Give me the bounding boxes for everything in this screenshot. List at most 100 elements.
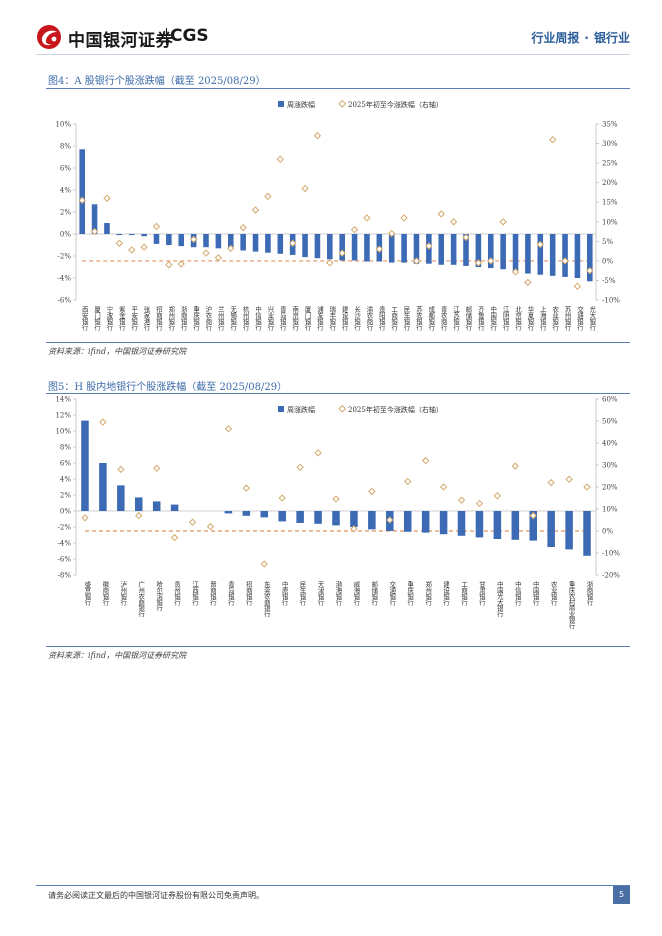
fig5-bar: [81, 420, 89, 511]
page-number: 5: [613, 886, 630, 904]
fig4-bar: [79, 149, 85, 234]
fig5-bar: [421, 511, 430, 533]
fig4-bar: [475, 234, 482, 267]
fig4-marker: [499, 218, 507, 226]
fig4-category-label: 中国银行: [489, 305, 497, 332]
fig4-bar: [166, 234, 172, 245]
fig4-category-label: 瑞丰银行: [328, 305, 336, 332]
fig4-bar: [203, 234, 209, 248]
fig4-marker: [425, 242, 433, 250]
fig4-category-label: 渝农商行: [365, 305, 373, 332]
fig4-category-label: 贵阳银行: [378, 305, 386, 332]
fig4-left-tick-label: 2%: [60, 209, 71, 217]
fig4-marker: [536, 240, 544, 249]
fig5-marker: [368, 487, 376, 496]
fig4-bar: [252, 234, 259, 252]
footer-rule: [36, 885, 630, 886]
fig4-category-label: 青农商行: [440, 305, 448, 332]
fig4-marker: [586, 266, 594, 275]
fig4-marker: [78, 196, 86, 204]
fig4-right-tick-label: 25%: [602, 160, 618, 168]
fig5-right-tick-label: 10%: [602, 506, 618, 514]
fig4-category-label: 苏农银行: [415, 305, 423, 332]
fig4-category-label: 上海银行: [539, 305, 547, 332]
fig4-right-tick-label: -10%: [602, 297, 620, 305]
fig4-legend-label: 周涨跌幅: [287, 100, 315, 109]
figure5-bottom-rule: [46, 646, 630, 647]
fig5-category-label: 甘肃银行: [478, 580, 486, 607]
fig4-marker: [375, 245, 384, 253]
page-header: 中国银河证券 CGS 行业周报 · 银行业: [0, 0, 662, 52]
fig5-marker: [170, 533, 179, 542]
fig5-left-tick-label: -8%: [58, 572, 72, 580]
fig4-bar: [265, 234, 271, 253]
figure4-top-rule: [46, 88, 630, 89]
fig5-marker: [350, 525, 358, 533]
fig4-bar: [178, 234, 185, 247]
fig5-bar: [314, 511, 322, 524]
fig4-marker: [140, 243, 148, 251]
fig4-marker: [214, 254, 223, 262]
fig5-bar: [350, 511, 358, 527]
fig5-left-tick-label: 8%: [60, 444, 71, 452]
fig5-category-label: 中国银行: [532, 580, 540, 607]
fig5-bar: [547, 511, 555, 547]
fig5-bar: [565, 511, 573, 550]
fig4-bar: [128, 234, 135, 236]
fig4-category-label: 农业银行: [551, 305, 559, 332]
fig4-category-label: 无锡银行: [229, 306, 237, 332]
fig5-left-tick-label: 4%: [60, 476, 71, 484]
fig4-left-tick-label: 6%: [60, 165, 71, 173]
fig5-left-tick-label: 6%: [60, 460, 71, 468]
fig5-bar: [368, 511, 376, 530]
fig5-marker: [332, 495, 340, 503]
fig5-bar: [117, 485, 125, 511]
fig4-left-tick-label: 10%: [55, 121, 71, 129]
fig5-left-tick-label: -4%: [58, 540, 72, 548]
figure4-bottom-rule: [46, 342, 630, 343]
figure5-top-rule: [46, 393, 630, 394]
fig5-marker: [188, 518, 197, 526]
fig5-category-label: 农业银行: [550, 580, 558, 607]
figure5-chart: 周涨跌幅 2025年初至今涨跌幅（右轴） -8% -6% -4% -2% 0% 2% 4% 6% 8…: [55, 396, 620, 630]
fig4-bar: [525, 234, 531, 274]
fig5-bar: [583, 511, 591, 556]
fig5-right-tick-label: 40%: [602, 440, 618, 448]
fig4-category-label: 张家港行: [143, 305, 151, 332]
fig4-legend-label: 2025年初至今涨跌幅（右轴）: [348, 100, 443, 109]
fig4-marker: [177, 260, 185, 268]
fig4-marker: [239, 223, 247, 232]
fig5-category-label: 渤海银行: [335, 580, 343, 607]
fig4-category-label: 成都银行: [427, 305, 435, 332]
fig5-legend-bar-swatch: [278, 406, 284, 412]
fig4-marker: [251, 206, 260, 214]
fig4-marker: [437, 210, 445, 218]
fig5-bar: [242, 511, 251, 516]
fig4-bar: [339, 234, 345, 261]
fig5-category-label: 中国光大银行: [496, 580, 504, 619]
fig5-bar: [134, 497, 143, 511]
fig4-bar: [302, 234, 308, 258]
fig4-bar: [141, 234, 147, 237]
fig5-marker: [457, 496, 466, 504]
fig5-marker: [260, 560, 268, 568]
fig5-category-label: 天津银行: [317, 581, 325, 607]
fig5-category-label: 哈尔滨银行: [155, 580, 163, 613]
fig4-bar: [227, 234, 234, 250]
fig5-category-label: 泸州银行: [119, 580, 127, 607]
fig4-category-label: 建设银行: [341, 305, 349, 332]
report-type: 行业周报: [531, 31, 580, 45]
fig5-bar: [439, 511, 448, 535]
fig4-marker: [412, 257, 421, 265]
fig4-category-label: 厦门银行: [93, 306, 101, 332]
fig4-category-label: 江阴银行: [502, 306, 510, 332]
fig4-marker: [524, 278, 532, 287]
fig5-left-tick-label: 10%: [55, 428, 71, 436]
fig4-bar: [104, 223, 110, 234]
fig5-bar: [170, 504, 179, 511]
fig4-marker: [264, 192, 272, 201]
footer-disclaimer: 请务必阅读正文最后的中国银河证券股份有限公司免责声明。: [48, 891, 264, 900]
fig4-bar: [401, 234, 407, 263]
fig4-marker: [350, 225, 359, 234]
fig5-category-label: 盛京银行: [83, 580, 91, 607]
